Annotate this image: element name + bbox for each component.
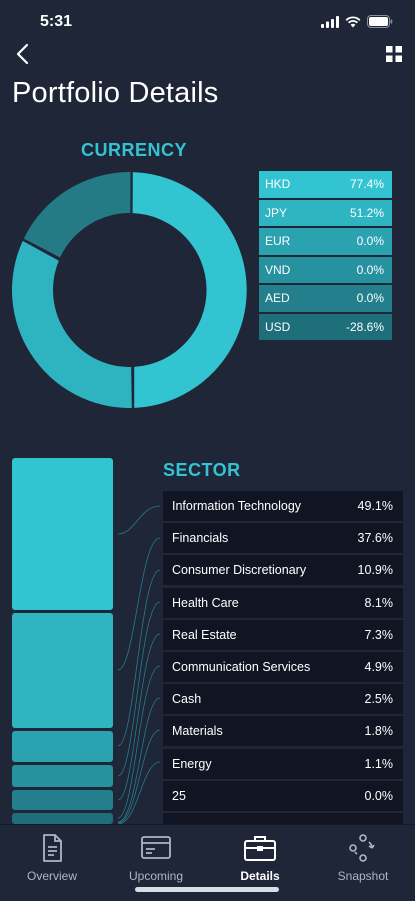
wifi-icon	[345, 15, 361, 27]
currency-code: EUR	[265, 234, 291, 249]
tab-snapshot[interactable]: Snapshot	[311, 833, 415, 883]
treemap-block-information-technology	[12, 458, 113, 610]
sector-name: Financials	[172, 531, 229, 546]
currency-heading: CURRENCY	[81, 140, 188, 160]
donut-segment-jpy	[12, 240, 132, 408]
sector-value: 10.9%	[357, 563, 393, 578]
sector-value: 0.0%	[364, 788, 394, 803]
sector-value: 1.1%	[364, 756, 394, 771]
currency-value: 51.2%	[349, 205, 384, 220]
sector-row[interactable]: 25 0.0%	[163, 780, 403, 811]
sector-row[interactable]	[163, 812, 403, 826]
document-icon	[43, 834, 62, 862]
sector-heading: SECTOR	[163, 460, 241, 480]
sector-name: Communication Services	[172, 659, 311, 674]
currency-code: VND	[265, 262, 291, 277]
sector-row[interactable]: Financials 37.6%	[163, 523, 403, 554]
sector-row[interactable]: Materials 1.8%	[163, 716, 403, 747]
nav-bar	[0, 40, 415, 70]
sector-row[interactable]: Communication Services 4.9%	[163, 651, 403, 682]
sector-name: Energy	[172, 756, 212, 771]
treemap-block-real-estate	[12, 790, 113, 810]
back-chevron-icon[interactable]	[12, 40, 36, 68]
treemap-block-financials	[12, 613, 113, 728]
sector-name: Real Estate	[172, 627, 237, 642]
currency-value: 77.4%	[349, 177, 384, 192]
currency-value: -28.6%	[345, 319, 384, 334]
tab-label: Upcoming	[128, 869, 184, 883]
currency-row[interactable]: JPY 51.2%	[259, 199, 392, 226]
sector-value: 49.1%	[357, 499, 393, 513]
tab-upcoming[interactable]: Upcoming	[104, 833, 208, 883]
tab-label: Details	[240, 869, 280, 883]
treemap-connector-lines	[117, 505, 161, 825]
tab-label: Overview	[26, 869, 77, 883]
treemap-block-health-care	[12, 765, 113, 787]
currency-value: 0.0%	[356, 262, 384, 277]
sector-value: 4.9%	[364, 659, 394, 674]
sector-value: 1.8%	[364, 724, 394, 739]
currency-row[interactable]: AED 0.0%	[259, 285, 392, 312]
sector-value: 2.5%	[364, 692, 394, 707]
tab-label: Snapshot	[337, 869, 389, 883]
signal-icon	[321, 15, 339, 28]
sector-name: Health Care	[172, 595, 239, 610]
sector-value: 8.1%	[364, 595, 394, 610]
donut-segment-hkd	[132, 172, 247, 408]
battery-icon	[367, 15, 393, 28]
currency-row[interactable]: VND 0.0%	[259, 256, 392, 283]
sector-name: Materials	[172, 724, 223, 739]
briefcase-icon	[244, 836, 276, 861]
currency-row[interactable]: HKD 77.4%	[259, 171, 392, 198]
sector-row[interactable]: Information Technology 49.1%	[163, 491, 403, 521]
sector-name: Cash	[172, 692, 202, 707]
page-title: Portfolio Details	[12, 77, 219, 109]
camera-rotate-icon	[349, 834, 375, 862]
calendar-card-icon	[141, 836, 171, 859]
sector-row[interactable]: Consumer Discretionary 10.9%	[163, 555, 403, 586]
home-indicator	[135, 887, 279, 892]
sector-name: Consumer Discretionary	[172, 563, 307, 578]
currency-value: 0.0%	[356, 234, 384, 249]
status-icons	[321, 15, 393, 28]
donut-segment-usd	[23, 172, 131, 258]
sector-name: 25	[172, 788, 186, 803]
treemap-block-consumer-discretionary	[12, 731, 113, 762]
status-bar: 5:31	[0, 0, 415, 44]
tab-overview[interactable]: Overview	[0, 833, 104, 883]
treemap-block-communication-services	[12, 813, 113, 824]
sector-name: Information Technology	[172, 499, 302, 513]
sector-row[interactable]: Cash 2.5%	[163, 684, 403, 715]
sector-value: 37.6%	[357, 531, 393, 546]
currency-row[interactable]: USD -28.6%	[259, 313, 392, 340]
grid-view-icon[interactable]	[385, 45, 403, 63]
currency-table: HKD 77.4% JPY 51.2% EUR 0.0% VND 0.0% AED 0.0…	[259, 171, 392, 342]
currency-code: USD	[265, 319, 291, 334]
sector-value: 7.3%	[364, 627, 394, 642]
sector-row[interactable]: Energy 1.1%	[163, 748, 403, 779]
currency-donut-chart	[12, 172, 247, 408]
sector-row[interactable]: Real Estate 7.3%	[163, 619, 403, 650]
currency-code: JPY	[265, 205, 288, 220]
sector-table: Information Technology 49.1% Financials 37…	[163, 491, 403, 826]
tab-details[interactable]: Details	[208, 833, 312, 883]
currency-value: 0.0%	[356, 291, 384, 306]
currency-row[interactable]: EUR 0.0%	[259, 228, 392, 255]
currency-code: AED	[265, 291, 290, 306]
status-time: 5:31	[40, 13, 73, 30]
sector-row[interactable]: Health Care 8.1%	[163, 587, 403, 618]
currency-code: HKD	[265, 177, 291, 192]
